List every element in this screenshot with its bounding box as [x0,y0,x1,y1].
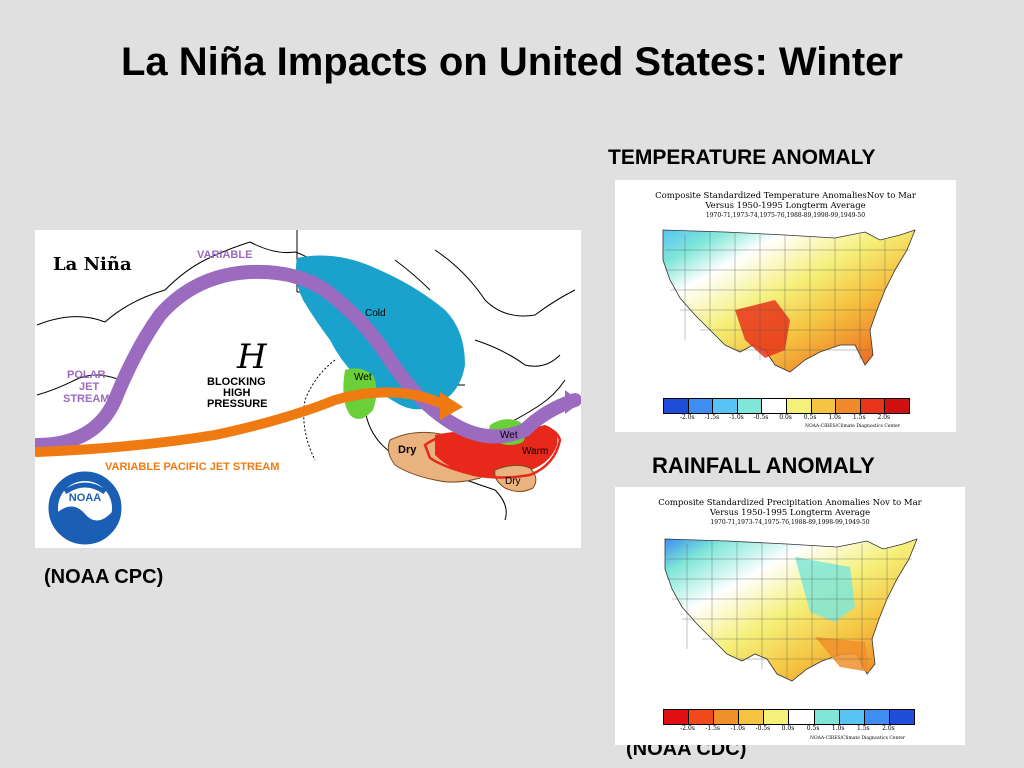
polar-jet-label-line1: POLAR [67,369,106,381]
cold-label: Cold [365,308,386,319]
rainfall-colorbar-tick: 2.0s [882,725,895,732]
cold-region [295,255,465,410]
rainfall-colorbar-tick: -0.5s [755,725,771,732]
temperature-colorbar-tick: -1.0s [729,414,744,421]
rainfall-colorbar-tick: 0.5s [806,725,820,732]
temperature-title-line1: Composite Standardized Temperature Anoma… [655,191,916,201]
pacific-jet-stream [35,387,450,457]
polar-jet-arrowhead [565,390,581,414]
rainfall-colorbar-tick: -1.5s [705,725,720,732]
la-nina-heading: La Niña [53,254,132,275]
temperature-colorbar-tick: 1.5s [852,414,866,421]
dry-southwest-label: Dry [398,444,417,456]
la-nina-impacts-map: La Niña VARIABLE POLAR JET STREAM H BLOC… [35,230,581,548]
rainfall-title-line1: Composite Standardized Precipitation Ano… [658,498,922,508]
rainfall-years: 1970-71,1973-74,1975-76,1988-89,1998-99,… [710,518,870,526]
temperature-us-map [662,229,916,373]
dry-region-southeast [494,464,537,492]
rainfall-us-fill [664,538,918,682]
temperature-colorbar-tick: 0.5s [803,414,817,421]
temperature-colorbar-tick: 1.0s [828,414,841,421]
temperature-colorbar-cell [664,399,689,413]
variable-label: VARIABLE [197,249,252,261]
pacific-jet-arrowhead [440,392,463,420]
high-pressure-symbol: H [236,337,268,377]
dry-southeast-label: Dry [505,476,521,487]
temperature-colorbar-tick: 0.0s [779,414,792,421]
noaa-logo: NOAA [45,468,125,548]
rainfall-colorbar-tick: 1.5s [857,725,870,732]
temperature-colorbar-tick: -2.0s [679,414,695,421]
rainfall-colorbar-cell [714,710,740,724]
blocking-label-line1: BLOCKING [207,376,266,388]
temperature-colorbar [663,398,910,414]
rainfall-colorbar-tick: 1.0s [831,725,845,732]
rainfall-colorbar-ticks: -2.0s -1.5s -1.0s -0.5s 0.0s 0.5s 1.0s 1.5s 2.0s [675,725,901,732]
temperature-credit: NOAA-CIRES/Climate Diagnostics Center [805,424,900,429]
rainfall-colorbar-cell [664,710,690,724]
temperature-anomaly-map: Composite Standardized Temperature Anoma… [615,180,956,432]
noaa-cpc-credit: (NOAA CPC) [44,566,164,588]
temperature-colorbar-tick: -1.5s [704,414,720,421]
rainfall-map-title: Composite Standardized Precipitation Ano… [615,498,965,526]
temperature-division-lines [665,232,910,370]
temperature-anomaly-label: TEMPERATURE ANOMALY [608,146,876,169]
temperature-years: 1970-71,1973-74,1975-76,1988-89,1998-99,… [705,211,866,219]
rainfall-anomaly-label: RAINFALL ANOMALY [652,453,875,478]
temperature-colorbar-cell [811,399,837,413]
rainfall-ohio-wet [795,557,855,622]
temperature-colorbar-cell [786,399,812,413]
blocking-label-line2: HIGH [223,387,251,399]
rainfall-colorbar [663,709,915,725]
temperature-colorbar-cell [860,399,886,413]
temperature-colorbar-cell [713,399,738,413]
temperature-colorbar-cell [737,399,763,413]
rainfall-anomaly-map: Composite Standardized Precipitation Ano… [615,487,965,745]
rainfall-colorbar-cell [864,710,890,724]
temperature-colorbar-ticks: -2.0s -1.5s -1.0s -0.5s 0.0s 0.5s 1.0s 1.5s 2.0s [675,414,896,421]
la-nina-map-graphic: La Niña VARIABLE POLAR JET STREAM H BLOC… [35,230,581,548]
temperature-colorbar-tick: 2.0s [877,414,891,421]
rainfall-colorbar-tick: -2.0s [680,725,695,732]
rainfall-colorbar-cell [764,710,790,724]
temperature-colorbar-tick: -0.5s [753,414,769,421]
temperature-us-fill [662,229,916,373]
rainfall-us-map [664,538,918,682]
blocking-label-line3: PRESSURE [207,398,268,410]
wet-ohio-label: Wet [500,430,518,441]
noaa-logo-text: NOAA [69,492,101,504]
pacific-jet-label: VARIABLE PACIFIC JET STREAM [105,461,279,473]
rainfall-colorbar-cell [889,710,914,724]
slide-title: La Niña Impacts on United States: Winter [121,40,903,84]
rainfall-credit: NOAA-CIRES/Climate Diagnostics Center [810,736,905,741]
temperature-map-title: Composite Standardized Temperature Anoma… [615,191,956,219]
rainfall-colorbar-cell [789,710,815,724]
temperature-colorbar-cell [762,399,787,413]
rainfall-colorbar-cell [689,710,715,724]
rainfall-title-line2: Versus 1950-1995 Longterm Average [709,507,871,518]
rainfall-colorbar-cell [814,710,840,724]
rainfall-colorbar-tick: 0.0s [781,725,795,732]
rainfall-colorbar-cell [739,710,765,724]
rainfall-southeast-dry [815,637,870,672]
temperature-texas-hotspot [735,300,790,358]
wet-northwest-label: Wet [354,372,372,383]
polar-jet-label-line3: STREAM [63,393,109,405]
polar-jet-stream [35,264,581,452]
temperature-colorbar-cell [885,399,909,413]
temperature-colorbar-cell [836,399,861,413]
warm-region [435,425,558,478]
rainfall-colorbar-tick: -1.0s [730,725,746,732]
rainfall-colorbar-cell [839,710,865,724]
temperature-colorbar-cell [688,399,714,413]
warm-label: Warm [522,446,548,457]
temperature-title-line2: Versus 1950-1995 Longterm Average [705,200,866,211]
rainfall-division-lines [667,541,912,679]
polar-jet-label-line2: JET [79,381,99,393]
